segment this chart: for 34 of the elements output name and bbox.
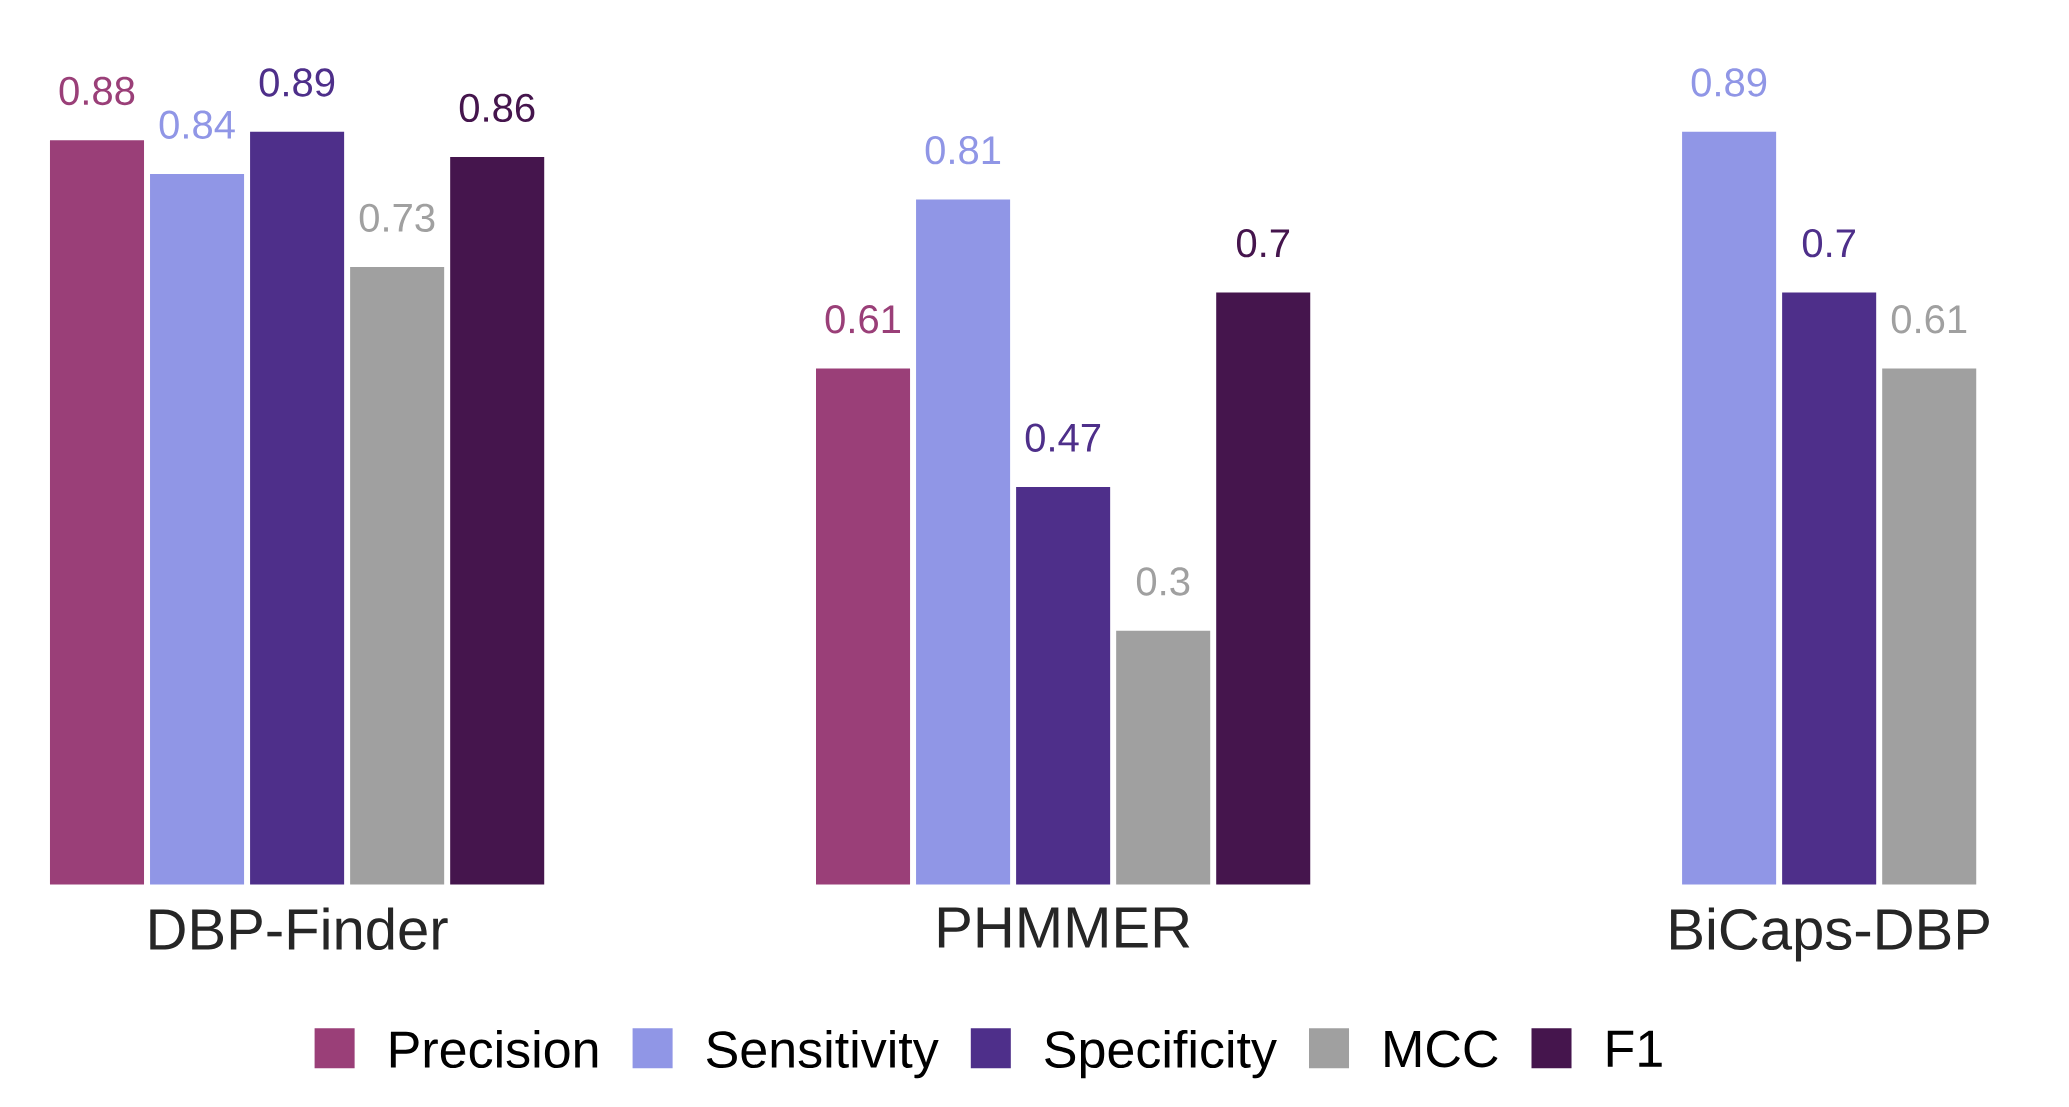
data-label: 0.88: [59, 77, 135, 106]
bar: [150, 174, 245, 885]
legend-label: F1: [1607, 1031, 1662, 1067]
data-label: 0.84: [159, 110, 235, 140]
data-label: 0.81: [925, 136, 1001, 165]
data-label: 0.47: [1025, 423, 1101, 453]
bar: [816, 368, 911, 885]
bar: [1016, 487, 1111, 885]
data-label: 0.61: [825, 305, 900, 334]
bar: [1216, 292, 1311, 885]
data-label: 0.73: [359, 203, 435, 233]
bar: [350, 267, 445, 885]
x-tick-label: PHMMER: [938, 907, 1190, 948]
data-label: 0.61: [1891, 305, 1967, 334]
data-label: 0.7: [1802, 229, 1855, 258]
data-label: 0.7: [1236, 229, 1290, 258]
bar: [450, 157, 545, 885]
x-tick-label: BiCaps-DBP: [1671, 907, 1989, 962]
bar: [1882, 368, 1977, 885]
legend-label: Sensitivity: [706, 1030, 939, 1079]
x-tick-label: DBP-Finder: [150, 907, 448, 951]
bar: [250, 131, 345, 885]
data-label: 0.89: [259, 68, 335, 97]
bar: [1782, 292, 1877, 885]
bar: [1116, 630, 1211, 885]
bar: [916, 199, 1011, 885]
bar: [1682, 131, 1777, 885]
legend-label: MCC: [1385, 1030, 1498, 1068]
data-label: 0.89: [1691, 68, 1767, 97]
bar: [49, 140, 145, 885]
data-label: 0.86: [459, 93, 535, 123]
legend-label: Specificity: [1045, 1030, 1277, 1079]
data-label: 0.3: [1136, 567, 1190, 596]
legend-label: Precision: [390, 1030, 598, 1069]
